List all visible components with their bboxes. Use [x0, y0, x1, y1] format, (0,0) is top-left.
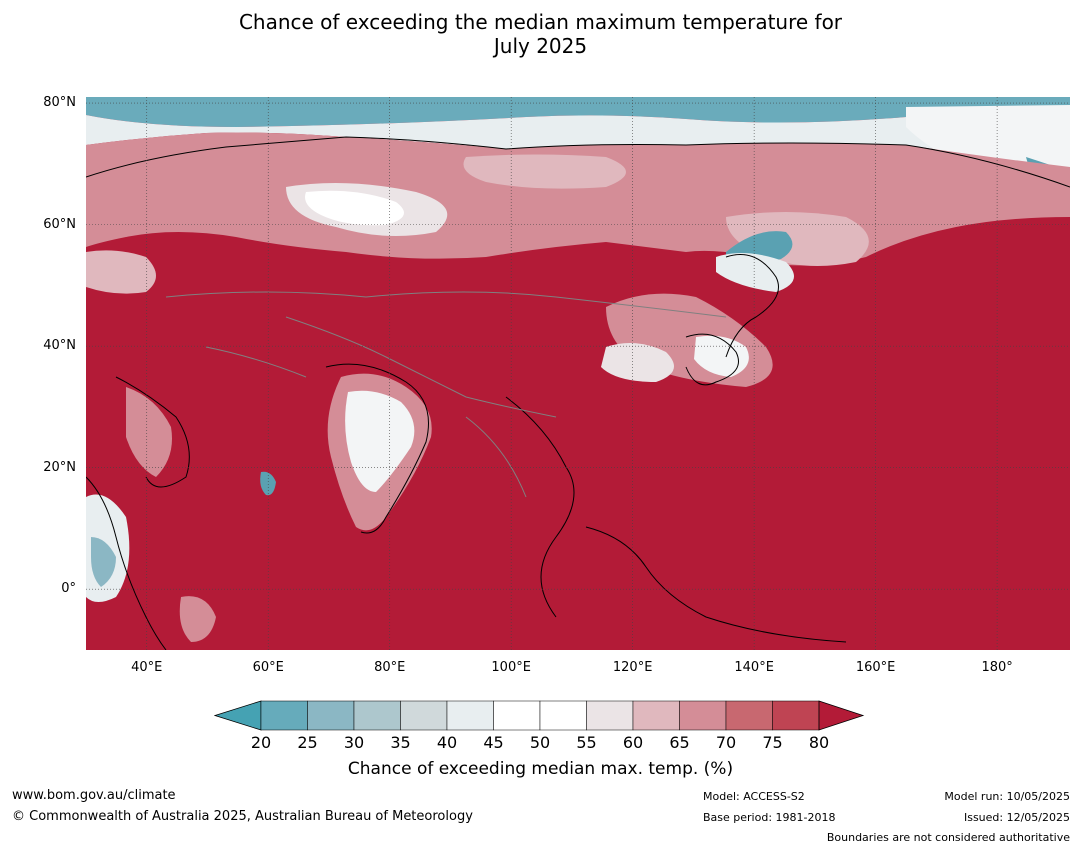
- footer-issued: Issued: 12/05/2025: [963, 811, 1070, 824]
- footer-copyright: © Commonwealth of Australia 2025, Austra…: [12, 809, 473, 824]
- colorbar-segment: [539, 700, 587, 731]
- colorbar-segment: [493, 700, 541, 731]
- colorbar-under-arrow: [214, 700, 262, 731]
- footer-url[interactable]: www.bom.gov.au/climate: [12, 788, 176, 803]
- arctic-blue-band: [86, 97, 1070, 127]
- arabia-pink: [126, 387, 172, 477]
- footer-model: Model: ACCESS-S2: [703, 790, 805, 803]
- north-pink-light: [463, 154, 626, 189]
- colorbar-segment: [400, 700, 448, 731]
- colorbar-tick-label: 55: [576, 733, 597, 752]
- siberia-pink-band: [86, 132, 1070, 266]
- arctic-light-band: [86, 108, 1070, 167]
- okhotsk-white: [716, 253, 794, 292]
- colorbar-tick-label: 45: [483, 733, 504, 752]
- colorbar-tick-label: 25: [297, 733, 318, 752]
- footer-base-period: Base period: 1981-2018: [703, 811, 836, 824]
- footer-model-run: Model run: 10/05/2025: [944, 790, 1070, 803]
- coastlines: [86, 136, 1070, 650]
- probability-map: [86, 97, 1070, 650]
- west-siberia-white-patch: [305, 190, 404, 226]
- colorbar-segment: [446, 700, 494, 731]
- lon-tick-label: 60°E: [252, 660, 284, 675]
- lat-tick-label: 0°: [61, 581, 76, 597]
- colorbar-segment: [725, 700, 773, 731]
- colorbar-segment: [353, 700, 401, 731]
- africa-pink-south: [179, 596, 216, 642]
- lon-tick-label: 180°: [981, 660, 1013, 675]
- lon-tick-label: 40°E: [131, 660, 163, 675]
- colorbar-tick-label: 60: [622, 733, 644, 752]
- colorbar-tick-label: 30: [343, 733, 365, 752]
- colorbar-tick-label: 20: [250, 733, 272, 752]
- colorbar-segment: [772, 700, 820, 731]
- lon-tick-label: 100°E: [491, 660, 531, 675]
- colorbar-segment: [307, 700, 355, 731]
- lat-tick-label: 40°N: [43, 338, 76, 354]
- india-white: [345, 390, 415, 492]
- colorbar-tick-label: 75: [762, 733, 783, 752]
- gridlines: [86, 97, 1070, 650]
- colorbar-segment: [632, 700, 680, 731]
- title-line-2: July 2025: [493, 34, 588, 58]
- footer-disclaimer: Boundaries are not considered authoritat…: [826, 831, 1070, 844]
- caspian-light: [86, 250, 156, 294]
- colorbar-over-arrow: [818, 700, 865, 731]
- title-line-1: Chance of exceeding the median maximum t…: [238, 10, 843, 34]
- lon-tick-label: 80°E: [374, 660, 406, 675]
- colorbar-segment: [586, 700, 634, 731]
- colorbar-tick-label: 50: [529, 733, 551, 752]
- country-borders: [165, 291, 727, 498]
- colorbar-segment: [260, 700, 308, 731]
- colorbar-label: Chance of exceeding median max. temp. (%…: [347, 759, 734, 779]
- africa-blue: [91, 537, 116, 587]
- lat-tick-label: 60°N: [43, 216, 76, 232]
- colorbar-tick-label: 35: [390, 733, 411, 752]
- ne-china-white: [601, 343, 674, 382]
- colorbar-tick-label: 65: [669, 733, 690, 752]
- colorbar-segment: [679, 700, 727, 731]
- chart-title: Chance of exceeding the median maximum t…: [0, 10, 1081, 58]
- colorbar-tick-label: 40: [436, 733, 458, 752]
- lat-tick-label: 80°N: [43, 95, 76, 111]
- colorbar-tick-label: 70: [715, 733, 737, 752]
- lon-tick-label: 140°E: [734, 660, 774, 675]
- lon-tick-label: 120°E: [612, 660, 653, 675]
- arabian-sea-blue: [260, 471, 276, 496]
- colorbar: [214, 700, 865, 731]
- lon-tick-label: 160°E: [855, 660, 896, 675]
- map-canvas: [86, 97, 1070, 650]
- lat-tick-label: 20°N: [43, 459, 76, 475]
- colorbar-tick-label: 80: [808, 733, 830, 752]
